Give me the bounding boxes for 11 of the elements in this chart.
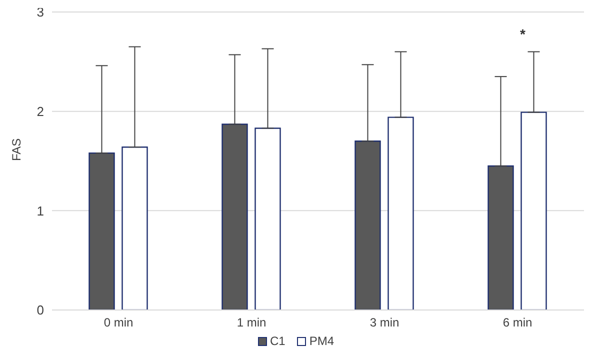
legend-label: C1 [268,334,286,348]
y-tick-label: 0 [36,302,44,318]
x-tick-label: 0 min [104,316,134,330]
x-tick-label: 1 min [236,316,266,330]
y-tick-label: 2 [36,104,44,119]
annotation: * [520,26,526,42]
x-tick-label: 3 min [370,316,400,330]
y-axis-title: FAS [9,138,24,161]
legend-label: PM4 [308,334,334,348]
y-tick-label: 1 [36,203,44,218]
x-tick-label: 6 min [502,316,532,330]
